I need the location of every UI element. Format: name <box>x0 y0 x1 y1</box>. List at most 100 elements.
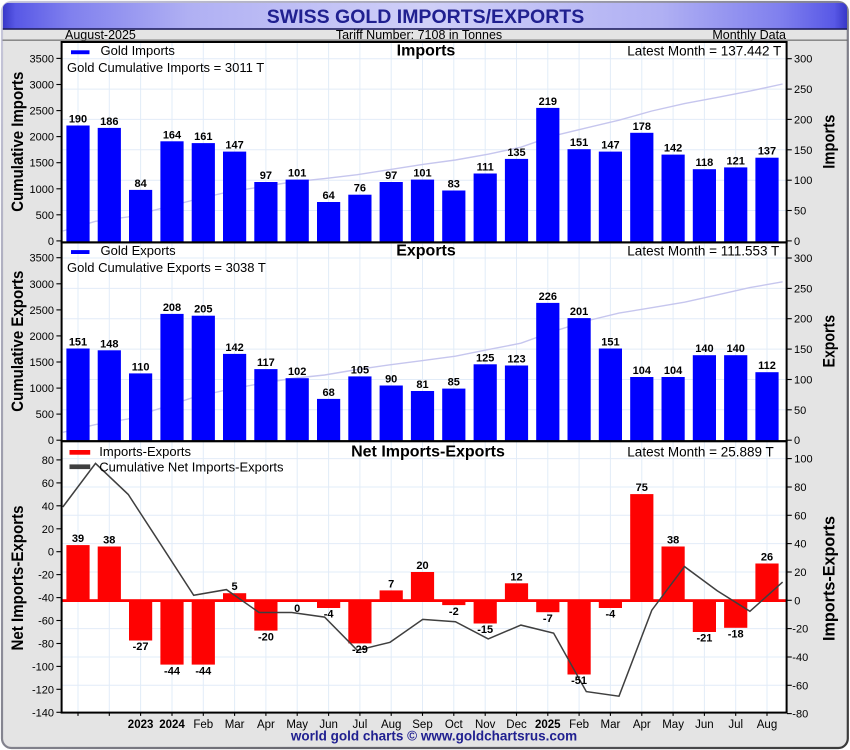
svg-text:100: 100 <box>794 175 812 187</box>
svg-text:151: 151 <box>601 337 619 349</box>
svg-text:1000: 1000 <box>30 383 54 395</box>
svg-text:Jul: Jul <box>353 719 368 731</box>
svg-text:101: 101 <box>288 168 306 180</box>
svg-text:219: 219 <box>539 96 557 108</box>
svg-text:-44: -44 <box>195 665 212 677</box>
svg-text:Feb: Feb <box>193 719 213 731</box>
svg-text:50: 50 <box>794 206 806 218</box>
svg-text:80: 80 <box>42 455 54 467</box>
svg-text:101: 101 <box>413 168 431 180</box>
svg-text:-20: -20 <box>38 570 54 582</box>
svg-text:May: May <box>286 719 308 731</box>
svg-text:Net Imports-Exports: Net Imports-Exports <box>8 506 27 651</box>
svg-text:Cumulative Exports: Cumulative Exports <box>8 271 27 412</box>
svg-text:97: 97 <box>260 170 272 182</box>
svg-text:7: 7 <box>388 578 394 590</box>
svg-text:-27: -27 <box>133 641 149 653</box>
svg-text:83: 83 <box>448 179 460 191</box>
svg-text:Tariff Number: 7108 in Tonnes: Tariff Number: 7108 in Tonnes <box>336 28 502 42</box>
svg-text:26: 26 <box>761 552 773 564</box>
svg-text:147: 147 <box>225 140 243 152</box>
svg-text:500: 500 <box>36 409 54 421</box>
svg-text:117: 117 <box>257 357 275 369</box>
svg-text:200: 200 <box>794 314 812 326</box>
svg-text:75: 75 <box>636 482 648 494</box>
svg-text:Oct: Oct <box>445 719 464 731</box>
svg-text:-120: -120 <box>32 684 54 696</box>
svg-text:178: 178 <box>633 121 651 133</box>
svg-text:world gold charts © www.goldch: world gold charts © www.goldchartsrus.co… <box>290 729 577 744</box>
svg-text:186: 186 <box>100 116 118 128</box>
svg-text:40: 40 <box>42 501 54 513</box>
svg-text:205: 205 <box>194 304 212 316</box>
svg-text:Exports: Exports <box>820 315 839 368</box>
svg-text:190: 190 <box>69 114 87 126</box>
svg-text:164: 164 <box>163 129 182 141</box>
svg-text:250: 250 <box>794 283 812 295</box>
svg-text:-29: -29 <box>352 644 368 656</box>
svg-text:Feb: Feb <box>569 719 589 731</box>
svg-text:5: 5 <box>232 581 238 593</box>
svg-text:76: 76 <box>354 183 366 195</box>
svg-text:148: 148 <box>100 338 118 350</box>
svg-text:20: 20 <box>42 524 54 536</box>
svg-text:500: 500 <box>36 210 54 222</box>
svg-text:68: 68 <box>322 387 334 399</box>
svg-text:0: 0 <box>294 603 300 615</box>
svg-text:Dec: Dec <box>506 719 527 731</box>
svg-text:81: 81 <box>416 379 428 391</box>
svg-text:85: 85 <box>448 377 460 389</box>
svg-text:150: 150 <box>794 145 812 157</box>
svg-text:226: 226 <box>539 291 557 303</box>
svg-text:-80: -80 <box>792 709 808 721</box>
svg-text:3500: 3500 <box>30 53 54 65</box>
svg-text:38: 38 <box>667 535 679 547</box>
svg-text:105: 105 <box>351 364 369 376</box>
svg-text:-18: -18 <box>728 629 744 641</box>
svg-text:-40: -40 <box>38 593 54 605</box>
svg-text:-7: -7 <box>543 613 553 625</box>
svg-text:300: 300 <box>794 54 812 66</box>
svg-text:60: 60 <box>42 478 54 490</box>
svg-text:111: 111 <box>477 162 494 174</box>
svg-text:-40: -40 <box>792 652 808 664</box>
svg-text:140: 140 <box>695 343 713 355</box>
svg-text:97: 97 <box>385 170 397 182</box>
svg-text:100: 100 <box>794 454 812 466</box>
svg-text:Nov: Nov <box>475 719 496 731</box>
svg-text:-4: -4 <box>606 609 617 621</box>
svg-text:Gold Exports: Gold Exports <box>101 243 177 258</box>
svg-text:SWISS GOLD IMPORTS/EXPORTS: SWISS GOLD IMPORTS/EXPORTS <box>267 6 584 28</box>
svg-text:1500: 1500 <box>30 158 54 170</box>
svg-text:110: 110 <box>132 361 150 373</box>
svg-text:39: 39 <box>72 533 84 545</box>
svg-text:May: May <box>662 719 684 731</box>
svg-text:-60: -60 <box>38 616 54 628</box>
svg-text:August-2025: August-2025 <box>65 28 136 42</box>
svg-text:2023: 2023 <box>128 719 154 731</box>
svg-text:201: 201 <box>570 306 588 318</box>
svg-text:2000: 2000 <box>30 132 54 144</box>
svg-text:147: 147 <box>601 140 619 152</box>
svg-text:0: 0 <box>794 236 800 248</box>
svg-text:208: 208 <box>163 302 181 314</box>
svg-text:Mar: Mar <box>225 719 245 731</box>
svg-text:-80: -80 <box>38 639 54 651</box>
svg-text:3000: 3000 <box>30 279 54 291</box>
svg-text:Jul: Jul <box>728 719 743 731</box>
svg-text:0: 0 <box>48 435 54 447</box>
svg-text:1500: 1500 <box>30 357 54 369</box>
svg-text:151: 151 <box>570 137 588 149</box>
svg-text:-100: -100 <box>32 661 54 673</box>
svg-text:161: 161 <box>194 131 212 143</box>
svg-text:Imports: Imports <box>820 115 839 169</box>
svg-text:2000: 2000 <box>30 331 54 343</box>
svg-text:Latest Month = 111.553 T: Latest Month = 111.553 T <box>627 244 779 259</box>
svg-text:Aug: Aug <box>757 719 777 731</box>
svg-text:Cumulative Imports: Cumulative Imports <box>8 72 27 212</box>
svg-text:Apr: Apr <box>633 719 651 731</box>
svg-text:135: 135 <box>507 147 525 159</box>
svg-text:2500: 2500 <box>30 305 54 317</box>
svg-text:38: 38 <box>103 535 115 547</box>
svg-text:118: 118 <box>696 157 714 169</box>
